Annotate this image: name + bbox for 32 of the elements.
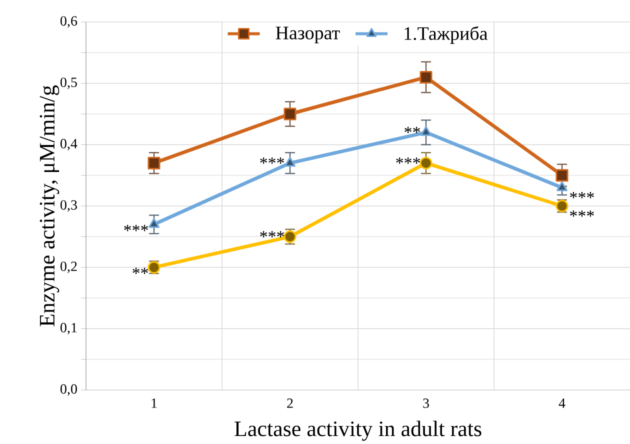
annotation: *** [124, 224, 148, 232]
annotation: ** [132, 268, 148, 274]
point [420, 156, 432, 170]
point [148, 156, 160, 170]
y-tick-label: 0,6 [60, 16, 78, 28]
x-tick-label: 1 [152, 398, 157, 408]
point [556, 181, 568, 192]
annotation: ** [404, 126, 420, 134]
point [284, 108, 296, 120]
point [556, 169, 568, 182]
x-tick-label: 4 [558, 398, 566, 408]
annotation: *** [396, 158, 420, 164]
point [148, 218, 160, 228]
x-axis-title: Lactase activity in adult rats [234, 420, 482, 441]
x-tick-label: 3 [423, 398, 429, 408]
y-tick-label: 0,5 [60, 78, 77, 90]
annotation: *** [260, 158, 284, 164]
x-tick-label: 2 [287, 398, 293, 408]
annotation: *** [260, 231, 284, 238]
annotation: *** [570, 192, 594, 198]
annotation: *** [570, 210, 594, 217]
point [284, 156, 296, 167]
y-axis-title: Enzyme activity, μM/min/g [40, 85, 60, 326]
y-tick-label: 0,0 [60, 384, 77, 396]
y-tick-label: 0,2 [60, 262, 77, 274]
point [420, 126, 432, 136]
point [420, 70, 432, 84]
y-tick-label: 0,3 [60, 200, 77, 212]
legend-label: 1.Тажриба [404, 26, 488, 44]
legend-label: Назорат [276, 26, 340, 44]
y-tick-label: 0,1 [60, 322, 77, 334]
y-tick-label: 0,4 [60, 138, 78, 150]
